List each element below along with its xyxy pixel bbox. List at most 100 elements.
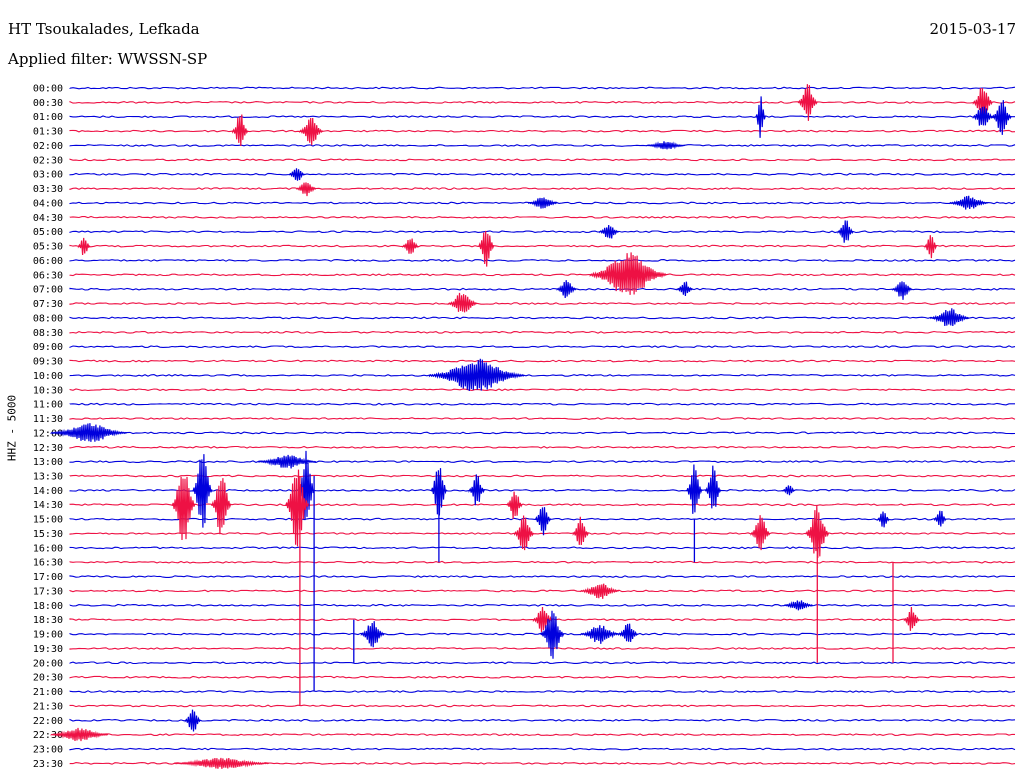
event-burst — [972, 106, 993, 126]
trace-line — [69, 704, 1016, 708]
time-tick-label: 10:00 — [33, 371, 63, 382]
event-burst — [192, 454, 213, 528]
trace-line — [69, 661, 1016, 665]
event-burst — [750, 515, 771, 551]
time-tick-label: 14:30 — [33, 500, 63, 511]
trace-line — [69, 589, 1016, 593]
event-burst — [299, 117, 324, 146]
event-burst — [478, 230, 495, 267]
time-tick-label: 06:00 — [33, 256, 63, 267]
date-label: 2015-03-17 — [929, 20, 1016, 38]
event-burst — [430, 468, 448, 516]
event-burst — [428, 358, 525, 392]
event-marks — [50, 84, 1012, 769]
event-burst — [930, 308, 970, 327]
event-burst — [288, 168, 305, 181]
time-tick-label: 23:00 — [33, 745, 63, 756]
event-burst — [402, 238, 419, 254]
event-burst — [296, 182, 317, 197]
time-tick-label: 21:30 — [33, 701, 63, 712]
event-burst — [618, 623, 639, 642]
station-title: HT Tsoukalades, Lefkada — [8, 20, 200, 38]
event-burst — [805, 505, 830, 558]
trace-line — [69, 129, 1016, 133]
time-tick-label: 00:30 — [33, 98, 63, 109]
trace-line — [69, 647, 1015, 650]
time-tick-label: 19:30 — [33, 644, 63, 655]
event-burst — [991, 100, 1012, 135]
time-tick-label: 08:00 — [33, 313, 63, 324]
event-burst — [599, 224, 620, 239]
trace-line — [69, 575, 1016, 578]
time-tick-label: 07:30 — [33, 299, 63, 310]
event-burst — [903, 606, 920, 631]
time-tick-label: 18:30 — [33, 615, 63, 626]
time-tick-label: 15:30 — [33, 529, 63, 540]
trace-line — [69, 273, 1016, 277]
event-burst — [77, 237, 91, 255]
event-burst — [447, 292, 478, 313]
event-burst — [892, 281, 913, 300]
time-tick-label: 03:30 — [33, 184, 63, 195]
trace-line — [69, 158, 1016, 162]
time-tick-label: 22:00 — [33, 716, 63, 727]
time-tick-label: 03:00 — [33, 170, 63, 181]
time-tick-label: 17:00 — [33, 572, 63, 583]
time-labels: 00:00 00:30 01:00 01:30 02:00 02:30 03:00 03:30… — [33, 84, 63, 770]
time-tick-label: 05:00 — [33, 227, 63, 238]
trace-line — [69, 474, 1015, 478]
trace-line — [69, 359, 1016, 363]
event-burst — [705, 465, 722, 509]
time-tick-label: 19:00 — [33, 630, 63, 641]
event-burst — [646, 141, 686, 150]
event-burst — [797, 84, 818, 121]
time-tick-label: 11:30 — [33, 414, 63, 425]
event-burst — [934, 510, 947, 527]
time-tick-label: 17:30 — [33, 586, 63, 597]
trace-line — [69, 560, 1016, 564]
event-burst — [837, 220, 854, 243]
trace-line — [69, 460, 1016, 464]
event-burst — [173, 757, 269, 769]
event-burst — [556, 280, 577, 299]
trace-line — [69, 86, 1016, 90]
event-burst — [949, 195, 988, 210]
event-burst — [285, 469, 309, 547]
trace-line — [69, 230, 1016, 234]
time-tick-label: 01:30 — [33, 127, 63, 138]
event-burst — [514, 515, 535, 551]
trace-line — [69, 733, 1015, 736]
trace-line — [69, 718, 1016, 722]
time-tick-label: 11:00 — [33, 400, 63, 411]
trace-line — [69, 144, 1016, 147]
time-tick-label: 10:30 — [33, 385, 63, 396]
time-tick-label: 05:30 — [33, 242, 63, 253]
time-tick-label: 08:30 — [33, 328, 63, 339]
trace-line — [69, 445, 1016, 449]
time-tick-label: 16:00 — [33, 543, 63, 554]
trace-line — [69, 388, 1015, 392]
time-tick-label: 07:00 — [33, 285, 63, 296]
time-tick-label: 01:00 — [33, 112, 63, 123]
event-burst — [572, 516, 589, 546]
event-burst — [580, 625, 620, 644]
time-tick-label: 02:30 — [33, 155, 63, 166]
trace-line — [69, 100, 1016, 104]
event-burst — [686, 464, 703, 514]
trace-line — [69, 215, 1016, 219]
event-burst — [232, 114, 249, 147]
time-tick-label: 22:30 — [33, 730, 63, 741]
trace-line — [69, 316, 1016, 320]
event-burst — [50, 727, 109, 742]
trace-line — [69, 402, 1015, 406]
filter-label: Applied filter: WWSSN-SP — [8, 50, 208, 68]
event-burst — [540, 610, 565, 659]
event-burst — [924, 235, 938, 259]
trace-lines — [69, 86, 1016, 765]
event-burst — [972, 87, 993, 119]
time-tick-label: 13:30 — [33, 471, 63, 482]
event-burst — [506, 491, 523, 519]
time-tick-label: 16:30 — [33, 558, 63, 569]
trace-line — [69, 345, 1016, 349]
